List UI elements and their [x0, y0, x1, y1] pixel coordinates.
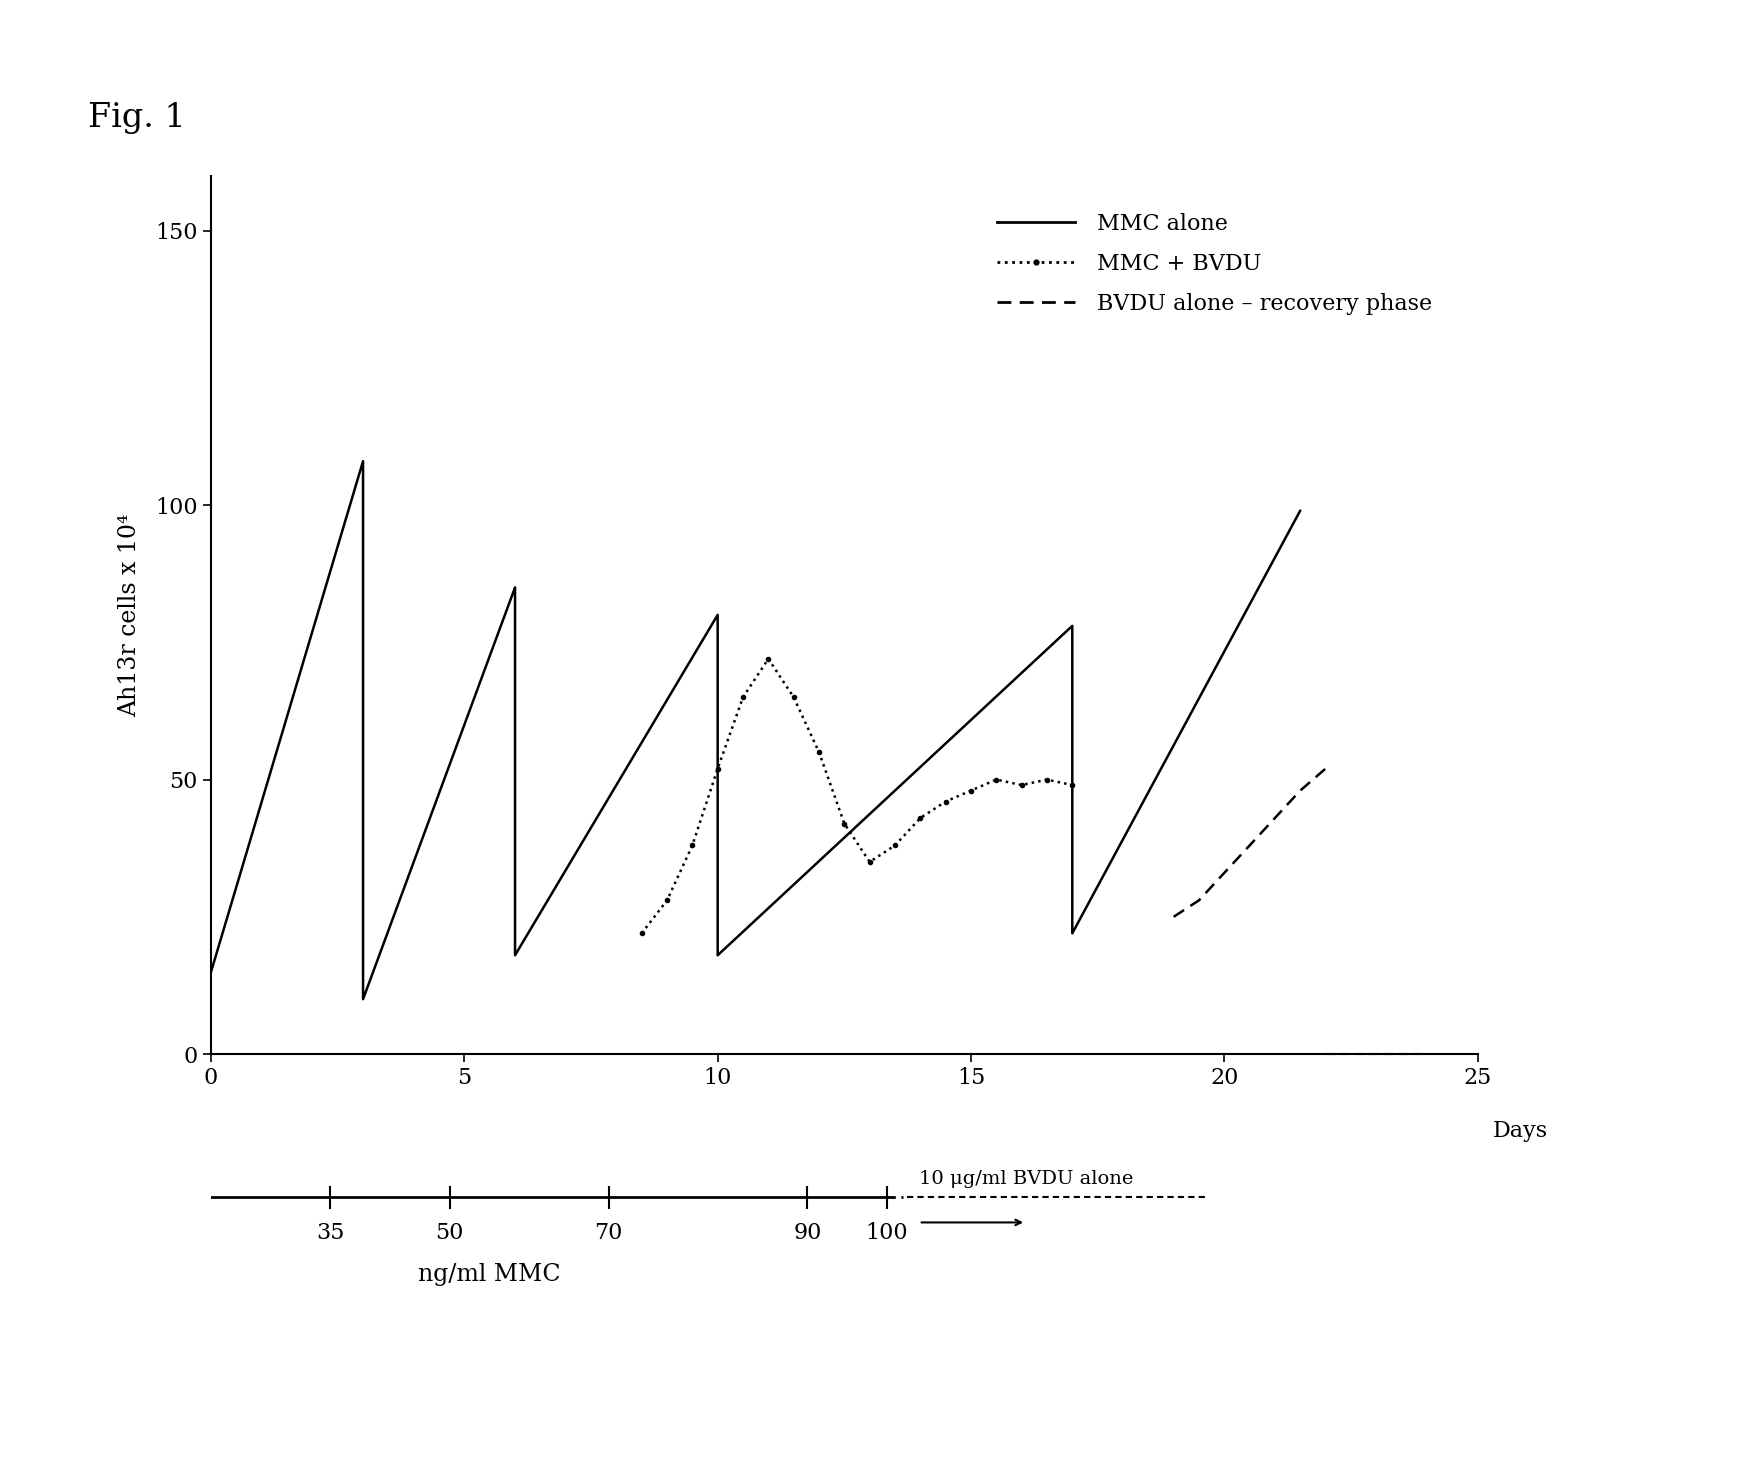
Text: Fig. 1: Fig. 1 [88, 102, 186, 135]
Text: ng/ml MMC: ng/ml MMC [419, 1262, 561, 1285]
Text: Days: Days [1493, 1120, 1548, 1142]
Text: 90: 90 [793, 1222, 821, 1244]
Legend: MMC alone, MMC + BVDU, BVDU alone – recovery phase: MMC alone, MMC + BVDU, BVDU alone – reco… [989, 205, 1441, 324]
Text: 100: 100 [865, 1222, 908, 1244]
Text: 50: 50 [436, 1222, 464, 1244]
Text: 10 μg/ml BVDU alone: 10 μg/ml BVDU alone [918, 1170, 1133, 1187]
Text: 70: 70 [595, 1222, 623, 1244]
Text: 35: 35 [317, 1222, 345, 1244]
Y-axis label: Ah13r cells x 10⁴: Ah13r cells x 10⁴ [118, 514, 141, 716]
